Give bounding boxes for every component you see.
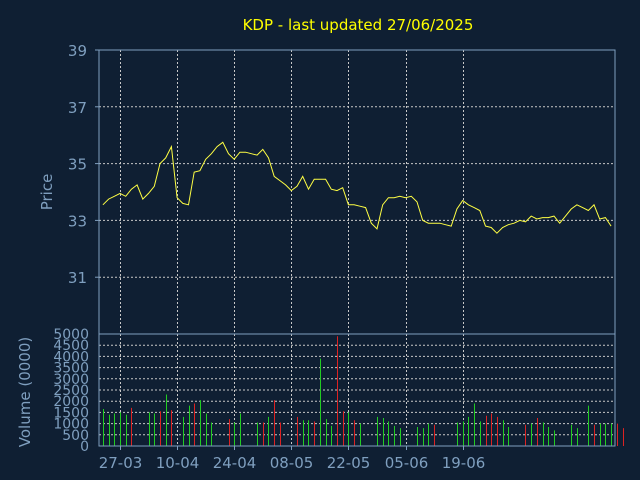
price-tick-label: 35 <box>68 156 87 174</box>
date-tick-label: 19-06 <box>442 454 486 472</box>
price-tick-label: 37 <box>68 99 87 117</box>
volume-tick-label: 1000 <box>53 417 89 433</box>
date-tick-label: 05-06 <box>385 454 429 472</box>
price-tick-label: 33 <box>68 212 87 230</box>
price-tick-label: 39 <box>68 42 87 60</box>
price-line <box>102 141 612 234</box>
volume-tick-label: 1500 <box>53 405 89 421</box>
volume-tick-label: 4000 <box>53 349 89 365</box>
volume-tick-label: 3000 <box>53 372 89 388</box>
volume-bars <box>103 336 624 446</box>
date-tick-label: 10-04 <box>156 454 200 472</box>
volume-plot-frame <box>98 333 616 447</box>
date-tick-label: 08-05 <box>270 454 314 472</box>
volume-tick-label: 4500 <box>53 338 89 354</box>
volume-tick-label: 500 <box>62 428 89 444</box>
price-axis-label: Price <box>38 174 56 211</box>
date-tick-label: 22-05 <box>327 454 371 472</box>
date-tick-label: 24-04 <box>213 454 257 472</box>
volume-axis-label: Volume (0000) <box>16 337 34 447</box>
volume-tick-label: 0 <box>80 439 89 455</box>
chart-title: KDP - last updated 27/06/2025 <box>243 16 474 34</box>
volume-tick-label: 5000 <box>53 327 89 343</box>
price-y-axis: 31 33 35 37 39 <box>68 42 99 287</box>
date-x-axis: 27-03 10-04 24-04 08-05 22-05 05-06 19-06 <box>99 446 486 472</box>
price-tick-label: 31 <box>68 269 87 287</box>
price-grid <box>99 50 615 334</box>
date-tick-label: 27-03 <box>99 454 143 472</box>
volume-tick-label: 2000 <box>53 394 89 410</box>
volume-tick-label: 3500 <box>53 361 89 377</box>
volume-tick-label: 2500 <box>53 383 89 399</box>
